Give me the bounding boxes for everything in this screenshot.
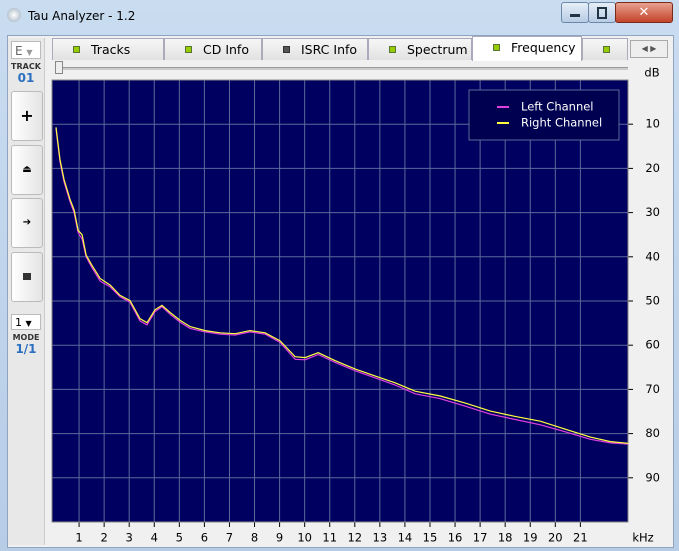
y-tick-label: 40 [645, 249, 660, 263]
x-tick-label: 5 [176, 531, 183, 545]
tab-label: Frequency [511, 40, 576, 55]
x-tick-label: 12 [347, 531, 362, 545]
x-tick-label: 4 [151, 531, 158, 545]
y-tick-label: 20 [645, 161, 660, 175]
x-tick-label: 7 [226, 531, 233, 545]
close-button[interactable]: ✕ [615, 2, 673, 23]
x-tick-label: 3 [126, 531, 133, 545]
y-tick-label: 70 [645, 382, 660, 396]
track-label: TRACK [11, 62, 41, 71]
drive-letter: E [15, 44, 23, 58]
x-tick-label: 1 [75, 531, 82, 545]
drive-select[interactable]: E ▼ [11, 41, 41, 59]
mode-value: 1/1 [15, 342, 37, 356]
x-tick-label: 8 [251, 531, 258, 545]
forward-button[interactable]: ➔ [11, 198, 43, 248]
stop-button[interactable] [11, 252, 43, 302]
x-tick-label: 19 [523, 531, 538, 545]
y-axis-label: dB [644, 66, 659, 80]
tab-marker [73, 46, 80, 53]
y-tick-label: 60 [645, 338, 660, 352]
app-icon [7, 8, 21, 22]
x-tick-label: 6 [201, 531, 208, 545]
mode-label: MODE [12, 333, 40, 342]
x-axis-label: kHz [632, 531, 653, 545]
legend-label: Right Channel [521, 116, 602, 130]
x-tick-label: 21 [573, 531, 588, 545]
x-tick-label: 17 [473, 531, 488, 545]
tab-label: Spectrum [407, 42, 468, 57]
tab[interactable]: Spectrum [368, 38, 472, 60]
tab-marker [283, 46, 290, 53]
x-tick-label: 18 [498, 531, 513, 545]
x-tick-label: 20 [548, 531, 563, 545]
series-line [55, 128, 629, 445]
tab-marker [493, 44, 500, 51]
y-tick-label: 90 [645, 470, 660, 484]
tab[interactable]: Frequency [472, 36, 582, 61]
track-number: 01 [17, 71, 35, 85]
x-tick-label: 14 [398, 531, 413, 545]
tab-label: CD Info [203, 42, 249, 57]
plot-frame [51, 79, 629, 523]
legend-label: Left Channel [521, 100, 594, 114]
x-tick-label: 16 [448, 531, 463, 545]
tab[interactable]: Tracks [52, 38, 164, 60]
eject-button[interactable]: ⏏ [11, 145, 43, 195]
tab-more[interactable] [582, 38, 628, 60]
x-tick-label: 15 [423, 531, 438, 545]
mode-select[interactable]: 1 ▼ [11, 314, 41, 330]
y-tick-label: 80 [645, 426, 660, 440]
tab-label: Tracks [91, 42, 131, 57]
series-line [55, 127, 629, 444]
tab[interactable]: CD Info [164, 38, 262, 60]
y-tick-label: 30 [645, 205, 660, 219]
tab-marker [389, 46, 396, 53]
tab-label: ISRC Info [301, 42, 358, 57]
tab-scroll[interactable]: ◀ ▶ [630, 40, 668, 58]
x-tick-label: 10 [297, 531, 312, 545]
legend-box [468, 89, 620, 141]
y-tick-label: 10 [645, 117, 660, 131]
x-tick-label: 9 [276, 531, 283, 545]
x-tick-label: 13 [373, 531, 388, 545]
sidebar: E ▼ TRACK 01 + ⏏ ➔ 1 ▼ MODE 1/1 [8, 38, 45, 545]
tab[interactable]: ISRC Info [262, 38, 368, 60]
x-tick-label: 11 [322, 531, 337, 545]
mode-select-value: 1 [15, 316, 22, 329]
title-bar: Tau Analyzer - 1.2 ✕ [0, 0, 679, 30]
window-title: Tau Analyzer - 1.2 [28, 9, 136, 23]
slider-thumb[interactable] [55, 61, 63, 74]
x-tick-label: 2 [100, 531, 107, 545]
y-tick-label: 50 [645, 294, 660, 308]
add-button[interactable]: + [11, 91, 43, 141]
slider-track [55, 67, 628, 70]
tab-marker [185, 46, 192, 53]
